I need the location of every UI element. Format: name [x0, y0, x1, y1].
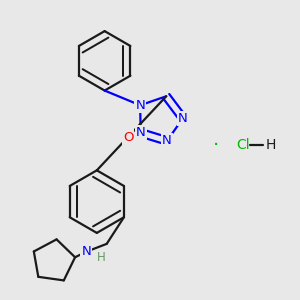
Text: N: N: [82, 245, 91, 258]
Text: H: H: [97, 251, 106, 264]
Text: ·: ·: [213, 136, 219, 155]
Text: N: N: [178, 112, 188, 125]
Text: N: N: [162, 134, 172, 147]
Text: N: N: [136, 126, 146, 139]
Text: O: O: [123, 130, 133, 143]
Text: H: H: [266, 138, 276, 152]
Text: N: N: [135, 99, 145, 112]
Text: Cl: Cl: [236, 138, 250, 152]
